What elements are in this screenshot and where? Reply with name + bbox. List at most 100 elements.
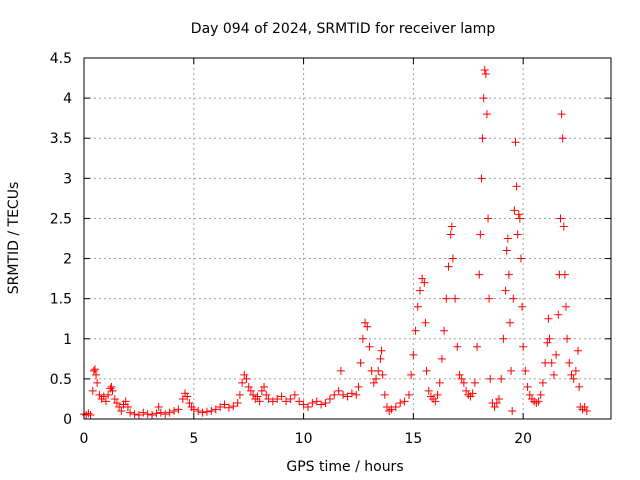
data-point bbox=[523, 382, 532, 391]
data-point bbox=[334, 386, 343, 395]
data-point bbox=[532, 398, 541, 407]
data-point bbox=[253, 392, 262, 401]
data-point bbox=[189, 405, 198, 414]
data-point bbox=[121, 397, 130, 406]
data-point bbox=[480, 66, 489, 75]
data-point bbox=[242, 374, 251, 383]
y-tick-label: 4.5 bbox=[50, 51, 72, 67]
data-point bbox=[257, 386, 266, 395]
data-point bbox=[504, 270, 513, 279]
y-tick-label: 1 bbox=[63, 332, 72, 348]
data-point bbox=[84, 409, 93, 418]
data-point bbox=[202, 407, 211, 416]
data-point bbox=[264, 394, 273, 403]
data-point bbox=[558, 134, 567, 143]
data-point bbox=[484, 214, 493, 223]
data-point bbox=[544, 314, 553, 323]
data-point bbox=[117, 406, 126, 415]
data-point bbox=[549, 370, 558, 379]
x-tick-label: 5 bbox=[189, 431, 198, 447]
data-point bbox=[178, 394, 187, 403]
data-point bbox=[477, 174, 486, 183]
data-point bbox=[112, 398, 121, 407]
data-point bbox=[107, 382, 116, 391]
data-point bbox=[378, 370, 387, 379]
data-point bbox=[499, 334, 508, 343]
data-point bbox=[325, 394, 334, 403]
data-point bbox=[411, 326, 420, 335]
data-point bbox=[478, 134, 487, 143]
data-point bbox=[356, 358, 365, 367]
data-point bbox=[400, 397, 409, 406]
data-point bbox=[260, 382, 269, 391]
data-point bbox=[207, 406, 216, 415]
data-point bbox=[143, 410, 152, 419]
data-point bbox=[377, 346, 386, 355]
data-point bbox=[330, 390, 339, 399]
data-point bbox=[363, 322, 372, 331]
data-point bbox=[246, 386, 255, 395]
data-point bbox=[503, 234, 512, 243]
y-tick-label: 4 bbox=[63, 91, 72, 107]
data-point bbox=[547, 358, 556, 367]
data-point bbox=[519, 342, 528, 351]
data-point bbox=[154, 402, 163, 411]
y-tick-label: 1.5 bbox=[50, 292, 72, 308]
data-point bbox=[152, 409, 161, 418]
data-point bbox=[391, 402, 400, 411]
data-point bbox=[485, 294, 494, 303]
data-point bbox=[442, 294, 451, 303]
data-point bbox=[170, 406, 179, 415]
data-point bbox=[244, 382, 253, 391]
data-point bbox=[376, 354, 385, 363]
data-point bbox=[295, 397, 304, 406]
data-point bbox=[451, 294, 460, 303]
data-point bbox=[185, 398, 194, 407]
data-point bbox=[446, 230, 455, 239]
data-point bbox=[470, 378, 479, 387]
data-point bbox=[95, 390, 104, 399]
data-point bbox=[560, 270, 569, 279]
data-point bbox=[569, 374, 578, 383]
data-point bbox=[148, 410, 157, 419]
data-point bbox=[514, 210, 523, 219]
data-point bbox=[290, 390, 299, 399]
data-point bbox=[440, 326, 449, 335]
data-point bbox=[126, 408, 135, 417]
data-point bbox=[453, 342, 462, 351]
data-point bbox=[538, 378, 547, 387]
data-point bbox=[479, 94, 488, 103]
data-point bbox=[518, 302, 527, 311]
data-point bbox=[380, 390, 389, 399]
data-point bbox=[369, 378, 378, 387]
data-point bbox=[490, 402, 499, 411]
data-point bbox=[476, 230, 485, 239]
x-axis-label: GPS time / hours bbox=[286, 459, 403, 475]
data-point bbox=[134, 410, 143, 419]
data-point bbox=[536, 390, 545, 399]
data-point bbox=[194, 406, 203, 415]
data-point bbox=[509, 294, 518, 303]
data-point bbox=[492, 398, 501, 407]
data-point bbox=[90, 365, 99, 374]
y-tick-label: 0.5 bbox=[50, 372, 72, 388]
data-point bbox=[545, 334, 554, 343]
data-point bbox=[468, 389, 477, 398]
data-point bbox=[464, 390, 473, 399]
data-point bbox=[582, 406, 591, 415]
data-point bbox=[521, 366, 530, 375]
data-point bbox=[374, 366, 383, 375]
grid bbox=[84, 58, 611, 419]
data-point bbox=[387, 405, 396, 414]
data-point bbox=[347, 389, 356, 398]
data-point bbox=[557, 110, 566, 119]
data-point bbox=[508, 406, 517, 415]
data-point bbox=[308, 398, 317, 407]
data-point bbox=[418, 274, 427, 283]
x-tick-label: 15 bbox=[404, 431, 422, 447]
data-point bbox=[277, 392, 286, 401]
data-point bbox=[343, 392, 352, 401]
data-point bbox=[512, 182, 521, 191]
data-point bbox=[89, 366, 98, 375]
data-point bbox=[415, 286, 424, 295]
